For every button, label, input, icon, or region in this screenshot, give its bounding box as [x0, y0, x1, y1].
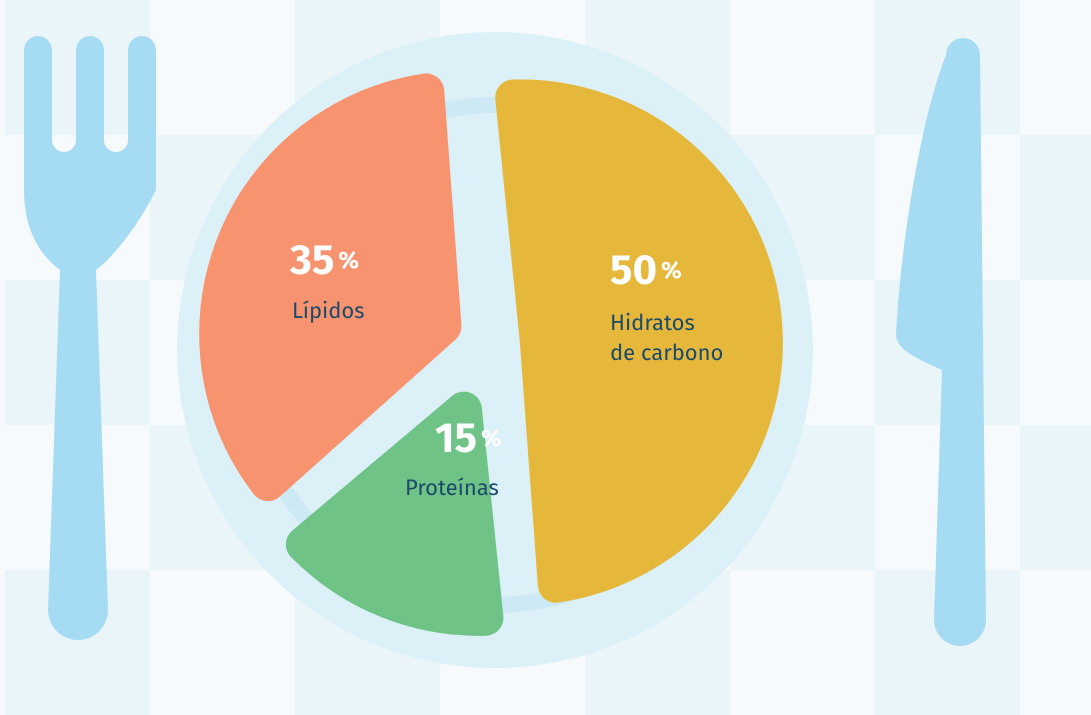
value-label: 35% — [290, 240, 359, 282]
value: 50 — [610, 246, 658, 296]
category-label: Hidratos de carbono — [610, 309, 724, 366]
value-label: 15% — [435, 418, 502, 460]
slice — [285, 391, 504, 636]
slice — [199, 73, 462, 502]
category-label: Proteínas — [405, 474, 499, 501]
unit: % — [481, 425, 502, 453]
knife — [896, 38, 986, 646]
fork — [24, 36, 156, 640]
value-label: 50% — [610, 250, 682, 292]
unit: % — [338, 247, 359, 275]
slices — [199, 73, 783, 636]
value: 35 — [290, 236, 335, 286]
slice — [495, 79, 783, 603]
cloth-square — [1020, 135, 1091, 280]
unit: % — [661, 257, 682, 285]
cloth-square — [1020, 425, 1091, 570]
category-label: Lípidos — [292, 297, 365, 324]
value: 15 — [435, 414, 478, 464]
